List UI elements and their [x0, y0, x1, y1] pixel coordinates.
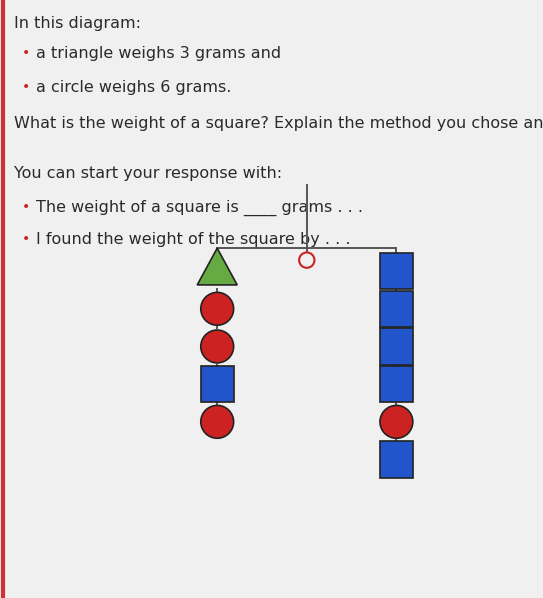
- Text: a circle weighs 6 grams.: a circle weighs 6 grams.: [36, 80, 231, 95]
- Circle shape: [201, 330, 233, 363]
- Text: The weight of a square is ____ grams . . .: The weight of a square is ____ grams . .…: [36, 200, 363, 216]
- Bar: [380, 253, 413, 289]
- Bar: [201, 366, 233, 402]
- Text: a triangle weighs 3 grams and: a triangle weighs 3 grams and: [36, 46, 281, 61]
- Text: You can start your response with:: You can start your response with:: [14, 166, 282, 181]
- Text: I found the weight of the square by . . .: I found the weight of the square by . . …: [36, 232, 350, 247]
- Text: •: •: [22, 200, 30, 214]
- Text: What is the weight of a square? Explain the method you chose and why.: What is the weight of a square? Explain …: [14, 116, 543, 131]
- Text: •: •: [22, 46, 30, 60]
- Bar: [380, 441, 413, 478]
- Polygon shape: [197, 248, 237, 285]
- Bar: [380, 328, 413, 365]
- Bar: [380, 366, 413, 402]
- Circle shape: [201, 405, 233, 438]
- Bar: [380, 291, 413, 327]
- Text: In this diagram:: In this diagram:: [14, 16, 141, 31]
- Circle shape: [380, 405, 413, 438]
- Text: •: •: [22, 80, 30, 94]
- Text: •: •: [22, 232, 30, 246]
- Circle shape: [201, 292, 233, 325]
